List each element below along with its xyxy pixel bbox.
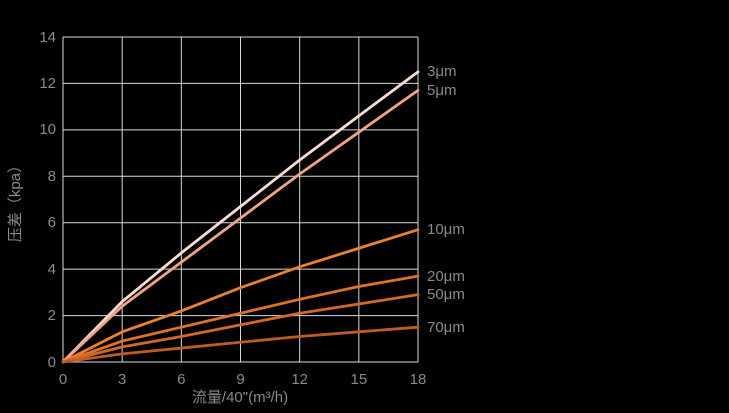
y-tick-label-2: 2: [47, 307, 56, 325]
y-tick-label-12: 12: [39, 74, 56, 92]
series-label-20um: 20μm: [427, 267, 465, 285]
x-tick-label-6: 6: [177, 371, 186, 388]
y-tick-label-10: 10: [39, 121, 56, 139]
series-line-70um: [61, 325, 420, 364]
series-line-5um: [61, 88, 420, 364]
series-label-10um: 10μm: [427, 221, 465, 239]
series-line-20um: [61, 274, 420, 364]
x-tick-label-15: 15: [350, 371, 368, 388]
series-line-10um: [61, 228, 420, 364]
series-label-50um: 50μm: [427, 286, 465, 304]
series-label-3um: 3μm: [427, 63, 457, 81]
y-tick-label-4: 4: [47, 260, 56, 278]
x-tick-label-3: 3: [117, 371, 127, 388]
series-line-3um: [61, 70, 420, 364]
x-tick-label-9: 9: [236, 371, 245, 388]
y-tick-label-8: 8: [47, 167, 56, 185]
y-tick-label-6: 6: [47, 214, 56, 232]
y-tick-label-0: 0: [47, 353, 56, 371]
x-axis-title: 流量/40"(m³/h): [191, 389, 289, 406]
x-tick-label-0: 0: [58, 371, 68, 388]
series-label-70um: 70μm: [427, 318, 465, 336]
y-tick-label-14: 14: [39, 28, 56, 46]
x-tick-label-18: 18: [409, 371, 427, 388]
x-tick-label-12: 12: [291, 371, 308, 388]
series-label-5um: 5μm: [427, 81, 457, 99]
series-line-50um: [61, 293, 420, 364]
